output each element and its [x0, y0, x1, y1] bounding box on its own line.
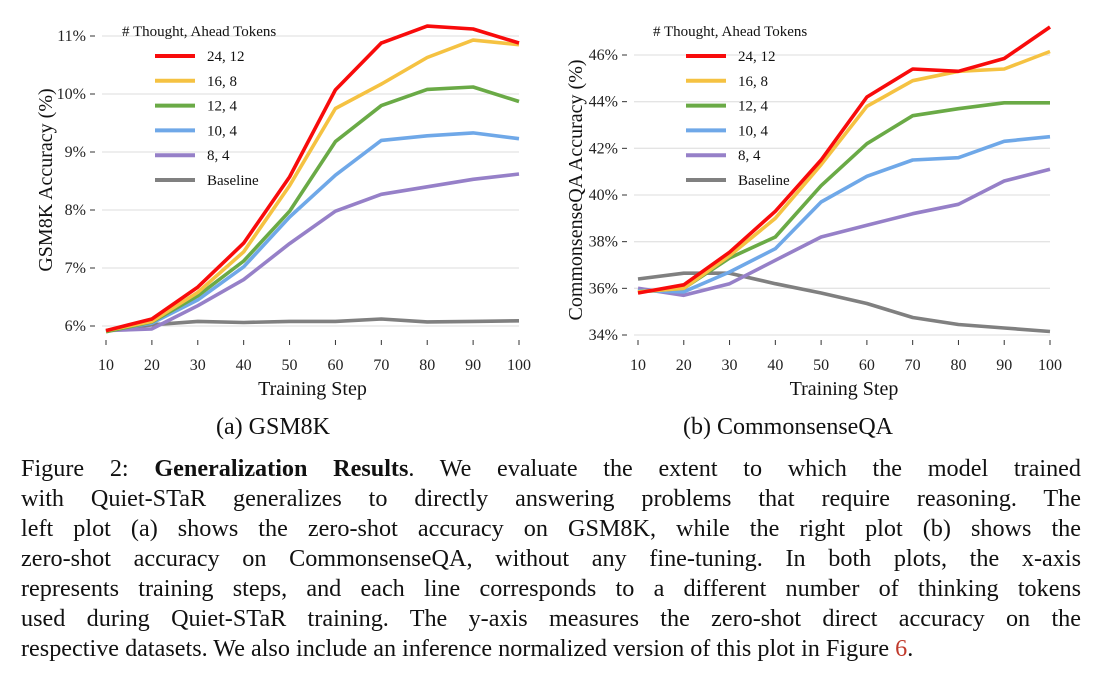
x-tick-label: 20 — [676, 357, 692, 374]
series-line-8-4 — [637, 167, 1051, 298]
x-tick-label: 60 — [327, 357, 343, 374]
caption-line-5: represents training steps, and each line… — [21, 575, 1081, 602]
caption-line-3: left plot (a) shows the zero-shot accura… — [21, 515, 1081, 542]
legend-label: Baseline — [738, 173, 790, 189]
figure-caption: Figure 2: Generalization Results. We eva… — [21, 454, 1081, 664]
x-tick-label: 20 — [144, 357, 160, 374]
legend-label: 16, 8 — [738, 74, 768, 90]
x-tick-label: 30 — [190, 357, 206, 374]
y-tick-label: 9% — [65, 144, 86, 161]
x-tick-label: 70 — [905, 357, 921, 374]
y-tick-label: 46% — [589, 47, 618, 64]
y-tick-label: 8% — [65, 202, 86, 219]
legend-label: 8, 4 — [207, 148, 230, 164]
legend-title: # Thought, Ahead Tokens — [653, 24, 807, 40]
x-axis-label: Training Step — [258, 378, 367, 400]
legend-title: # Thought, Ahead Tokens — [122, 24, 276, 40]
x-tick-label: 80 — [950, 357, 966, 374]
gsm8k-chart: 6% 7% 8% 9% 10% 11% 10 20 30 40 50 60 70 80 90 100 Train… — [35, 24, 531, 400]
caption-line-7: respective datasets. We also include an … — [21, 634, 1081, 664]
x-axis-label: Training Step — [790, 378, 899, 400]
legend-label: 12, 4 — [738, 99, 769, 115]
x-tick-label: 70 — [373, 357, 389, 374]
x-tick-label: 10 — [630, 357, 646, 374]
x-tick-label: 60 — [859, 357, 875, 374]
legend-label: Baseline — [207, 173, 259, 189]
legend-label: 24, 12 — [207, 49, 245, 65]
subcaption-commonsenseqa: (b) CommonsenseQA — [683, 414, 893, 440]
x-tick-label: 100 — [1038, 357, 1062, 374]
caption-line-4: zero-shot accuracy on CommonsenseQA, wit… — [21, 545, 1081, 572]
subcaption-gsm8k: (a) GSM8K — [216, 414, 330, 440]
caption-bold-title: Generalization Results — [154, 455, 409, 482]
series-line-16-8 — [105, 38, 520, 333]
caption-line-1: Figure 2: Generalization Results. We eva… — [21, 454, 1081, 484]
x-tick-label: 90 — [996, 357, 1012, 374]
caption-line-2: with Quiet-STaR generalizes to directly … — [21, 485, 1081, 512]
x-tick-label: 100 — [507, 357, 531, 374]
series-line-baseline — [105, 317, 520, 333]
caption-period: . — [907, 635, 914, 662]
series-line-16-8 — [637, 49, 1051, 294]
y-tick-label: 34% — [589, 327, 618, 344]
x-tick-label: 80 — [419, 357, 435, 374]
legend-label: 24, 12 — [738, 49, 776, 65]
series-line-baseline — [637, 271, 1051, 334]
y-axis-label: GSM8K Accuracy (%) — [35, 88, 57, 271]
series-line-10-4 — [637, 134, 1051, 294]
caption-line-6: used during Quiet-STaR training. The y-a… — [21, 605, 1081, 632]
y-tick-label: 10% — [57, 86, 86, 103]
series-line-24-12 — [637, 25, 1052, 295]
series-line-10-4 — [105, 131, 520, 333]
figure-6-link[interactable]: 6 — [895, 635, 908, 662]
y-tick-label: 42% — [589, 140, 618, 157]
caption-text: respective datasets. We also include an … — [21, 635, 890, 662]
legend-label: 16, 8 — [207, 74, 237, 90]
series-line-8-4 — [105, 172, 520, 333]
legend-label: 8, 4 — [738, 148, 761, 164]
y-tick-label: 40% — [589, 187, 618, 204]
x-tick-label: 90 — [465, 357, 481, 374]
legend-label: 12, 4 — [207, 99, 238, 115]
y-tick-label: 36% — [589, 280, 618, 297]
y-tick-label: 38% — [589, 234, 618, 251]
commonsenseqa-chart: 34% 36% 38% 40% 42% 44% 46% 10 20 30 40 50 60 70 80 90 1… — [565, 24, 1062, 400]
x-tick-label: 40 — [767, 357, 783, 374]
legend-label: 10, 4 — [207, 123, 238, 139]
figure-label: Figure 2: — [21, 455, 129, 482]
y-tick-label: 11% — [57, 28, 86, 45]
x-tick-label: 30 — [722, 357, 738, 374]
y-axis-label: CommonsenseQA Accuracy (%) — [565, 59, 587, 320]
caption-text: . We evaluate the extent to which the mo… — [408, 455, 1081, 482]
x-tick-label: 10 — [98, 357, 114, 374]
legend-label: 10, 4 — [738, 123, 769, 139]
x-tick-label: 40 — [236, 357, 252, 374]
x-tick-label: 50 — [282, 357, 298, 374]
series-line-24-12 — [105, 24, 520, 333]
y-tick-label: 6% — [65, 318, 86, 335]
x-tick-label: 50 — [813, 357, 829, 374]
y-tick-label: 44% — [589, 94, 618, 111]
y-tick-label: 7% — [65, 260, 86, 277]
